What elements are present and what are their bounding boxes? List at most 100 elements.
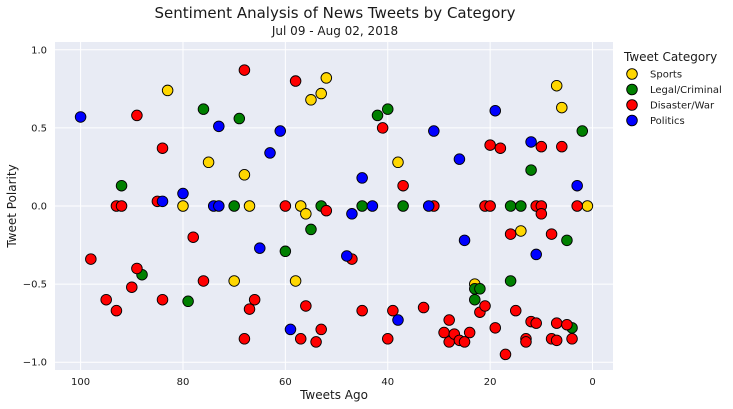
data-point-politics — [458, 234, 471, 247]
data-point-politics — [177, 187, 189, 200]
legend-label-legal-criminal: Legal/Criminal — [650, 85, 722, 96]
data-point-disaster-war — [197, 275, 210, 287]
data-point-politics — [530, 248, 542, 261]
data-point-politics — [156, 195, 169, 208]
data-point-disaster-war — [484, 200, 496, 212]
data-point-sports — [289, 275, 302, 287]
data-point-disaster-war — [387, 304, 399, 317]
data-point-politics — [274, 125, 286, 137]
data-point-legal-criminal — [469, 293, 481, 306]
data-point-disaster-war — [356, 304, 368, 317]
data-point-politics — [453, 153, 466, 165]
data-point-disaster-war — [397, 179, 409, 192]
data-point-legal-criminal — [561, 234, 573, 247]
data-point-disaster-war — [566, 333, 578, 345]
data-point-legal-criminal — [504, 275, 517, 287]
legend: Tweet Category Sports Legal/Criminal Disas… — [623, 50, 722, 127]
data-point-legal-criminal — [279, 245, 292, 258]
data-point-legal-criminal — [371, 109, 384, 122]
data-point-politics — [428, 125, 440, 137]
data-point-disaster-war — [115, 200, 128, 212]
data-point-politics — [264, 147, 276, 159]
data-point-politics — [489, 104, 502, 117]
data-point-politics — [525, 136, 537, 148]
legend-marker-sports — [626, 68, 638, 80]
data-point-disaster-war — [571, 200, 583, 212]
data-point-disaster-war — [131, 109, 143, 122]
data-point-disaster-war — [156, 142, 169, 154]
x-tick-label: 100 — [71, 377, 90, 388]
data-point-disaster-war — [310, 336, 322, 348]
x-tick-label: 80 — [177, 377, 190, 388]
chart-subtitle: Jul 09 - Aug 02, 2018 — [271, 24, 399, 38]
data-point-disaster-war — [376, 122, 389, 134]
data-point-sports — [392, 156, 404, 169]
data-point-disaster-war — [463, 326, 476, 339]
legend-title: Tweet Category — [623, 50, 717, 64]
data-point-disaster-war — [126, 281, 138, 293]
data-point-legal-criminal — [576, 125, 589, 137]
data-point-legal-criminal — [474, 283, 486, 295]
data-point-disaster-war — [156, 293, 169, 306]
data-point-disaster-war — [499, 348, 512, 361]
data-point-politics — [254, 242, 266, 254]
data-point-disaster-war — [243, 303, 256, 315]
data-point-legal-criminal — [233, 112, 246, 125]
data-point-sports — [515, 225, 527, 237]
data-point-legal-criminal — [305, 223, 317, 236]
data-point-disaster-war — [479, 300, 491, 312]
data-point-disaster-war — [494, 142, 507, 154]
y-tick-label: 0.0 — [31, 202, 47, 213]
data-point-disaster-war — [550, 334, 563, 347]
x-axis-label: Tweets Ago — [299, 388, 368, 402]
data-point-politics — [213, 120, 225, 133]
data-point-disaster-war — [509, 304, 522, 317]
x-tick-label: 20 — [484, 377, 497, 388]
data-point-politics — [366, 200, 379, 212]
y-tick-label: −1.0 — [23, 358, 47, 369]
x-tick-label: 40 — [381, 377, 394, 388]
data-point-disaster-war — [85, 253, 97, 265]
data-point-legal-criminal — [115, 179, 128, 192]
data-point-politics — [284, 323, 297, 336]
x-tick-label: 0 — [589, 377, 595, 388]
data-point-politics — [341, 250, 353, 262]
data-point-disaster-war — [248, 293, 261, 306]
y-axis-label: Tweet Polarity — [5, 164, 19, 248]
chart-title: Sentiment Analysis of News Tweets by Cat… — [154, 4, 516, 22]
data-point-disaster-war — [520, 336, 532, 348]
data-point-disaster-war — [289, 75, 302, 87]
data-point-disaster-war — [438, 326, 450, 339]
data-point-sports — [556, 101, 568, 114]
data-point-legal-criminal — [382, 103, 394, 115]
legend-marker-disaster-war — [626, 99, 638, 111]
data-point-disaster-war — [417, 301, 430, 314]
y-tick-label: 1.0 — [31, 45, 47, 56]
data-point-disaster-war — [238, 64, 251, 76]
data-point-legal-criminal — [197, 103, 210, 115]
data-point-legal-criminal — [356, 200, 368, 212]
x-tick-label: 60 — [279, 377, 292, 388]
data-point-disaster-war — [187, 231, 199, 243]
legend-marker-legal-criminal — [626, 83, 638, 96]
data-point-disaster-war — [504, 228, 517, 240]
data-point-politics — [356, 172, 368, 184]
tick-labels: 100 80 60 40 20 0 −1.0 −0.5 0.0 0.5 1.0 — [23, 45, 596, 388]
data-point-disaster-war — [279, 200, 292, 212]
data-point-sports — [243, 200, 256, 212]
data-point-legal-criminal — [515, 200, 527, 212]
legend-marker-politics — [626, 114, 638, 127]
y-tick-label: −0.5 — [23, 280, 47, 291]
data-point-sports — [202, 156, 215, 169]
data-points — [74, 64, 594, 361]
data-point-disaster-war — [315, 323, 327, 336]
data-point-politics — [346, 208, 358, 220]
data-point-politics — [74, 111, 87, 123]
data-point-legal-criminal — [525, 164, 537, 176]
data-point-disaster-war — [530, 317, 542, 329]
data-point-disaster-war — [300, 300, 312, 312]
data-point-sports — [228, 275, 240, 287]
data-point-disaster-war — [443, 314, 455, 326]
data-point-sports — [550, 79, 563, 92]
